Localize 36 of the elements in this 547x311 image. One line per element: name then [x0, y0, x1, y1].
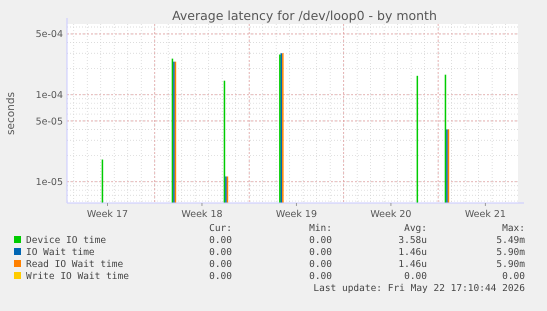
text: Max: [502, 223, 525, 234]
y-tick-label: 1e-05 [36, 177, 63, 188]
text: 0.00 [209, 235, 232, 246]
text: 0.00 [309, 259, 332, 270]
text: 0.00 [404, 271, 428, 282]
text: 5.49m [496, 235, 526, 246]
legend-label: Device IO time [26, 235, 106, 246]
text: 0.00 [502, 271, 526, 282]
text: 1.46u [398, 259, 427, 270]
y-axis-title: seconds [5, 92, 17, 135]
x-tick-label: Week 19 [276, 209, 318, 220]
legend-label: Read IO Wait time [26, 259, 124, 270]
text: Cur: [209, 223, 232, 234]
text: Last update: Fri May 22 17:10:44 2026 [313, 283, 526, 294]
text: 0.00 [209, 247, 232, 258]
text: 0.00 [309, 271, 332, 282]
chart-title: Average latency for /dev/loop0 - by month [172, 8, 437, 23]
text: 0.00 [209, 259, 232, 270]
legend-label: IO Wait time [26, 247, 95, 258]
y-tick-label: 5e-04 [36, 29, 63, 40]
x-tick-label: Week 20 [370, 209, 412, 220]
y-tick-label: 1e-04 [36, 90, 63, 102]
legend-label: Write IO Wait time [26, 271, 130, 282]
text: 5.90m [496, 259, 526, 270]
x-tick-label: Week 21 [464, 209, 506, 220]
text: 5.90m [496, 247, 526, 258]
text: 3.58u [398, 235, 427, 246]
text: Min: [309, 223, 332, 234]
text: 0.00 [309, 247, 332, 258]
text: Avg: [404, 223, 427, 234]
y-tick-label: 5e-05 [36, 116, 63, 128]
x-tick-label: Week 17 [86, 209, 128, 220]
text: 0.00 [309, 235, 332, 246]
x-tick-label: Week 18 [181, 209, 223, 220]
text: 0.00 [209, 271, 232, 282]
text: 1.46u [398, 247, 427, 258]
